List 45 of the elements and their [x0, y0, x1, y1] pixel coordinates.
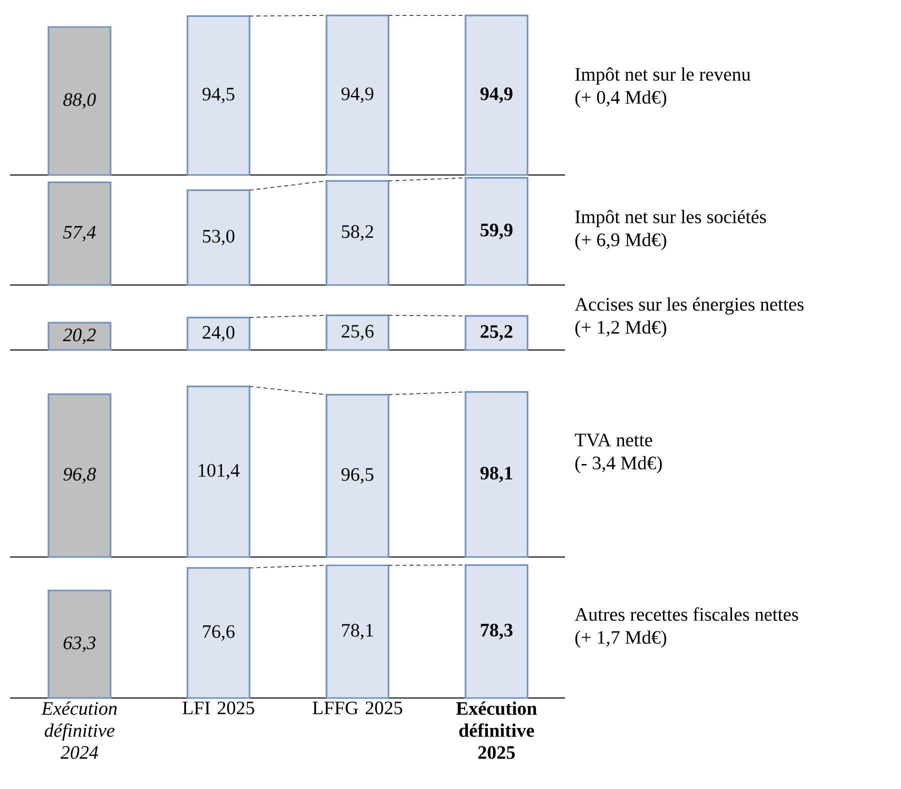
text: (+ 0,4 Md€): [575, 90, 666, 108]
x-tick-label: Exécution définitive 2024: [41, 702, 117, 759]
data-label: 96,8: [63, 468, 96, 484]
text: (+ 1,7 Md€): [575, 630, 666, 648]
x-tick-label: LFI 2025: [182, 702, 254, 714]
bar: [186, 567, 250, 699]
bar: [48, 182, 112, 286]
data-label: 94,5: [202, 88, 234, 104]
bar: [326, 314, 390, 351]
data-label: 24,0: [202, 326, 234, 342]
text: Impôt net sur les sociétés: [575, 210, 766, 228]
data-label: 94,9: [341, 87, 374, 103]
data-label: 59,9: [480, 224, 512, 240]
data-label: 88,0: [63, 93, 96, 109]
bar: [186, 189, 250, 286]
data-label: 25,2: [480, 325, 512, 341]
bar: [326, 180, 390, 286]
data-label: 78,3: [480, 624, 512, 640]
bar: [326, 564, 390, 699]
data-label: 53,0: [202, 230, 234, 246]
bar: [464, 564, 528, 699]
text: (- 3,4 Md€): [575, 456, 662, 474]
x-tick-label: LFFG 2025: [312, 702, 402, 714]
data-label: 78,1: [342, 624, 373, 640]
data-label: 101,4: [198, 464, 240, 480]
data-label: 58,2: [342, 225, 374, 241]
text: (+ 6,9 Md€): [575, 232, 666, 250]
data-label: 57,4: [63, 226, 96, 242]
data-label: 20,2: [62, 328, 96, 344]
text: TVA nette: [574, 434, 652, 447]
text: Accises sur les énergies nettes: [574, 297, 804, 315]
text: Impôt net sur le revenu: [575, 67, 750, 85]
text: (+ 1,2 Md€): [575, 320, 666, 338]
bar: [48, 590, 112, 699]
data-label: 25,6: [342, 324, 374, 340]
bar: [186, 316, 250, 351]
data-label: 63,3: [64, 636, 96, 652]
data-label: 96,5: [341, 468, 374, 484]
text: Autres recettes fiscales nettes: [574, 607, 798, 621]
bar: [48, 322, 112, 351]
data-label: 76,6: [203, 625, 235, 641]
data-label: 94,9: [480, 87, 512, 103]
bar: [464, 315, 528, 351]
x-tick-label: Exécution définitive 2025: [456, 702, 537, 759]
data-label: 98,1: [480, 466, 512, 482]
